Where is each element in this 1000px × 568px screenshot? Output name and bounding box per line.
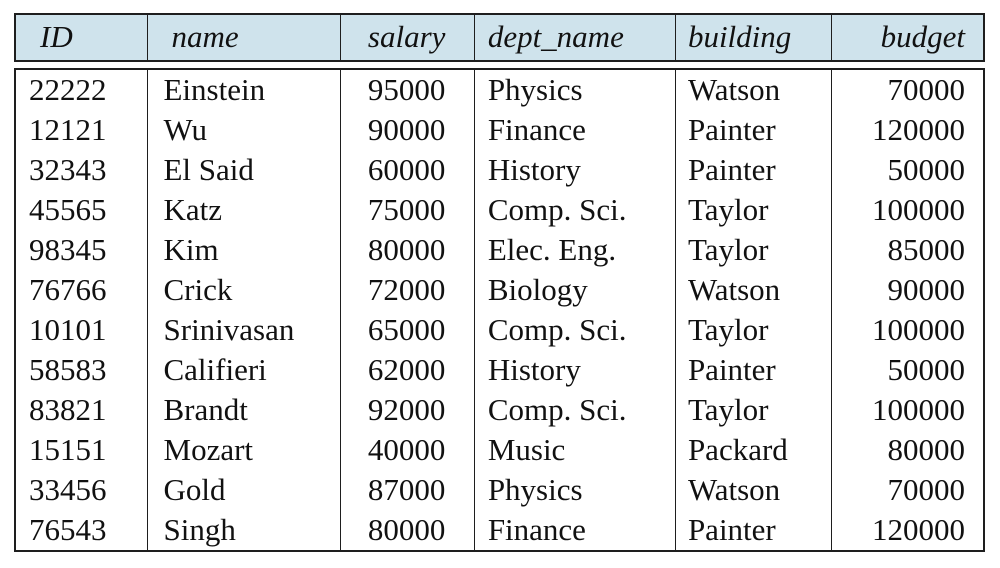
cell-name: Srinivasan [148, 310, 341, 350]
cell-budget: 70000 [887, 72, 966, 107]
cell-id: 76766 [16, 270, 148, 310]
cell-dept_name: Elec. Eng. [475, 230, 676, 270]
cell-id: 45565 [16, 190, 148, 230]
cell-salary: 95000 [341, 70, 475, 110]
table-row: 22222 Einstein 95000 Physics Watson 70000 [16, 70, 983, 110]
cell-name: Einstein [148, 70, 341, 110]
cell-budget: 90000 [887, 272, 966, 307]
cell-dept_name: Physics [475, 70, 676, 110]
table-row: 10101 Srinivasan 65000 Comp. Sci. Taylor 1000… [16, 310, 983, 350]
relation-table-figure: ID name salary dept_name building budget… [14, 13, 985, 552]
cell-dept_name: Comp. Sci. [475, 190, 676, 230]
cell-budget: 100000 [872, 192, 965, 227]
cell-salary: 92000 [341, 390, 475, 430]
cell-budget: 70000 [887, 472, 966, 507]
column-header-salary: salary [341, 15, 475, 60]
cell-dept_name: History [475, 150, 676, 190]
table-row: 83821 Brandt 92000 Comp. Sci. Taylor 100000 [16, 390, 983, 430]
cell-id: 10101 [16, 310, 148, 350]
cell-budget: 85000 [887, 232, 966, 267]
cell-dept_name: Comp. Sci. [475, 390, 676, 430]
column-header-id: ID [16, 15, 148, 60]
cell-building: Packard [676, 430, 833, 470]
cell-building: Painter [676, 110, 833, 150]
cell-salary: 65000 [341, 310, 475, 350]
cell-building: Painter [676, 150, 833, 190]
cell-building: Taylor [676, 190, 833, 230]
cell-salary: 75000 [341, 190, 475, 230]
cell-salary: 62000 [341, 350, 475, 390]
cell-building: Watson [676, 470, 833, 510]
cell-name: Mozart [148, 430, 341, 470]
column-header-dept-name: dept_name [475, 15, 676, 60]
cell-dept_name: Finance [475, 110, 676, 150]
table-row: 76766 Crick 72000 Biology Watson 90000 [16, 270, 983, 310]
cell-building: Taylor [676, 230, 833, 270]
column-header-name: name [148, 15, 341, 60]
cell-id: 83821 [16, 390, 148, 430]
table-row: 98345 Kim 80000 Elec. Eng. Taylor 85000 [16, 230, 983, 270]
table-header-row: ID name salary dept_name building budget [14, 13, 985, 62]
table-row: 76543 Singh 80000 Finance Painter 120000 [16, 510, 983, 550]
cell-dept_name: Finance [475, 510, 676, 550]
cell-name: El Said [148, 150, 341, 190]
cell-id: 98345 [16, 230, 148, 270]
cell-name: Wu [148, 110, 341, 150]
cell-salary: 60000 [341, 150, 475, 190]
cell-id: 22222 [16, 70, 148, 110]
cell-id: 76543 [16, 510, 148, 550]
cell-dept_name: History [475, 350, 676, 390]
cell-name: Singh [148, 510, 341, 550]
cell-id: 33456 [16, 470, 148, 510]
cell-name: Brandt [148, 390, 341, 430]
cell-id: 15151 [16, 430, 148, 470]
cell-dept_name: Music [475, 430, 676, 470]
cell-dept_name: Biology [475, 270, 676, 310]
cell-id: 58583 [16, 350, 148, 390]
cell-salary: 80000 [341, 230, 475, 270]
cell-budget: 50000 [887, 352, 966, 387]
cell-budget: 100000 [872, 312, 965, 347]
table-row: 45565 Katz 75000 Comp. Sci. Taylor 100000 [16, 190, 983, 230]
table-row: 33456 Gold 87000 Physics Watson 70000 [16, 470, 983, 510]
cell-building: Painter [676, 350, 833, 390]
cell-building: Taylor [676, 390, 833, 430]
cell-budget: 100000 [872, 392, 965, 427]
cell-name: Crick [148, 270, 341, 310]
cell-salary: 90000 [341, 110, 475, 150]
table-row: 15151 Mozart 40000 Music Packard 80000 [16, 430, 983, 470]
cell-budget: 120000 [872, 112, 965, 147]
cell-salary: 72000 [341, 270, 475, 310]
column-header-budget: budget [880, 19, 965, 54]
table-row: 58583 Califieri 62000 History Painter 50000 [16, 350, 983, 390]
cell-salary: 80000 [341, 510, 475, 550]
cell-budget: 80000 [887, 432, 966, 467]
column-header-building: building [676, 15, 833, 60]
cell-name: Kim [148, 230, 341, 270]
cell-dept_name: Physics [475, 470, 676, 510]
cell-building: Watson [676, 70, 833, 110]
table-body: 22222 Einstein 95000 Physics Watson 70000 1212… [14, 68, 985, 552]
cell-salary: 40000 [341, 430, 475, 470]
cell-building: Painter [676, 510, 833, 550]
cell-dept_name: Comp. Sci. [475, 310, 676, 350]
table-row: 12121 Wu 90000 Finance Painter 120000 [16, 110, 983, 150]
cell-name: Katz [148, 190, 341, 230]
cell-building: Taylor [676, 310, 833, 350]
table-row: 32343 El Said 60000 History Painter 50000 [16, 150, 983, 190]
cell-building: Watson [676, 270, 833, 310]
cell-budget: 120000 [872, 512, 965, 547]
cell-budget: 50000 [887, 152, 966, 187]
cell-name: Califieri [148, 350, 341, 390]
cell-name: Gold [148, 470, 341, 510]
cell-id: 12121 [16, 110, 148, 150]
cell-id: 32343 [16, 150, 148, 190]
cell-salary: 87000 [341, 470, 475, 510]
